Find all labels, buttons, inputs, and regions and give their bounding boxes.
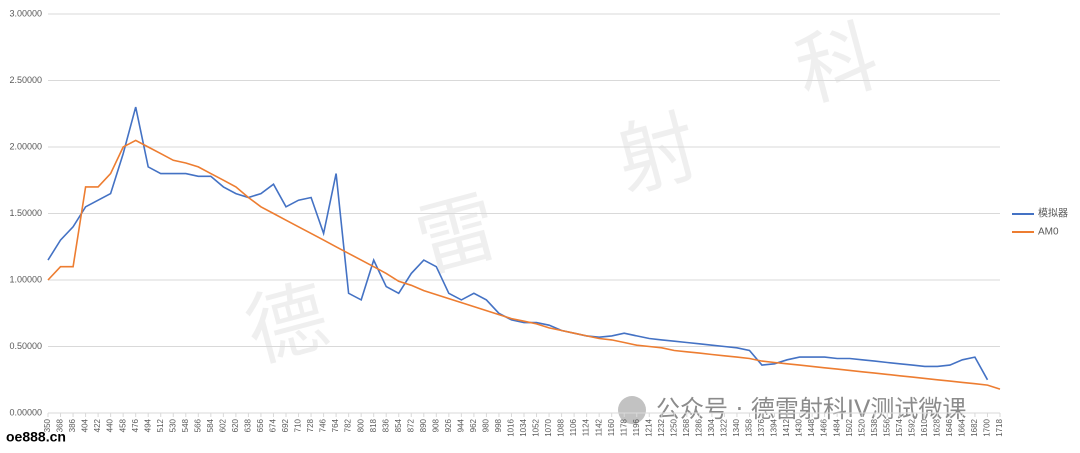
x-tick-label: 908: [431, 418, 440, 432]
x-tick-label: 1052: [532, 418, 541, 436]
y-tick-label: 2.50000: [9, 75, 42, 85]
x-tick-label: 1304: [707, 418, 716, 436]
y-tick-label: 0.00000: [9, 407, 42, 417]
x-tick-label: 404: [81, 418, 90, 432]
wechat-icon: [618, 396, 646, 424]
y-tick-label: 1.50000: [9, 208, 42, 218]
x-tick-label: 1196: [632, 418, 641, 436]
x-tick-label: 1034: [519, 418, 528, 436]
x-tick-label: 836: [381, 418, 390, 432]
y-tick-label: 2.00000: [9, 141, 42, 151]
x-tick-label: 800: [356, 418, 365, 432]
x-tick-label: 1340: [732, 418, 741, 436]
x-tick-label: 494: [143, 418, 152, 432]
x-tick-label: 980: [482, 418, 491, 432]
x-tick-label: 1214: [644, 418, 653, 436]
x-tick-label: 1160: [607, 418, 616, 436]
x-tick-label: 1484: [832, 418, 841, 436]
x-tick-label: 1592: [907, 418, 916, 436]
x-tick-label: 476: [131, 418, 140, 432]
x-tick-label: 440: [106, 418, 115, 432]
x-tick-label: 1106: [569, 418, 578, 436]
x-tick-label: 1322: [720, 418, 729, 436]
watermark-char: 德: [237, 269, 338, 380]
x-tick-label: 746: [319, 418, 328, 432]
y-tick-label: 0.50000: [9, 341, 42, 351]
series-line: [47, 139, 1001, 390]
x-tick-label: 1538: [870, 418, 879, 436]
x-tick-label: 422: [93, 418, 102, 432]
x-tick-label: 458: [118, 418, 127, 432]
x-tick-label: 620: [231, 418, 240, 432]
x-tick-label: 1412: [782, 418, 791, 436]
x-tick-label: 1250: [669, 418, 678, 436]
x-tick-label: 710: [294, 418, 303, 432]
x-tick-label: 386: [68, 418, 77, 432]
x-tick-label: 1088: [557, 418, 566, 436]
watermark-char: 雷: [407, 179, 508, 290]
x-tick-label: 1556: [882, 418, 891, 436]
x-tick-label: 1394: [770, 418, 779, 436]
legend-label: 模拟器: [1038, 207, 1068, 220]
x-tick-label: 656: [256, 418, 265, 432]
x-tick-label: 1232: [657, 418, 666, 436]
y-tick-label: 3.00000: [9, 8, 42, 18]
x-tick-label: 1700: [983, 418, 992, 436]
x-tick-label: 1520: [857, 418, 866, 436]
x-tick-label: 1142: [594, 418, 603, 436]
x-tick-label: 1376: [757, 418, 766, 436]
x-tick-label: 998: [494, 418, 503, 432]
x-tick-label: 1718: [995, 418, 1004, 436]
series-line: [47, 106, 989, 381]
x-tick-label: 872: [406, 418, 415, 432]
x-tick-label: 854: [394, 418, 403, 432]
x-tick-label: 548: [181, 418, 190, 432]
x-tick-label: 782: [344, 418, 353, 432]
x-tick-label: 350: [43, 418, 52, 432]
x-tick-label: 1610: [920, 418, 929, 436]
watermark-site: oe888.cn: [6, 429, 66, 445]
x-tick-label: 1682: [970, 418, 979, 436]
x-tick-label: 890: [419, 418, 428, 432]
x-tick-label: 1016: [507, 418, 516, 436]
x-tick-label: 1178: [619, 418, 628, 436]
x-tick-label: 818: [369, 418, 378, 432]
x-tick-label: 692: [281, 418, 290, 432]
x-tick-label: 1574: [895, 418, 904, 436]
x-tick-label: 962: [469, 418, 478, 432]
x-tick-label: 566: [193, 418, 202, 432]
x-tick-label: 602: [218, 418, 227, 432]
x-tick-label: 1664: [958, 418, 967, 436]
x-tick-label: 584: [206, 418, 215, 432]
x-tick-label: 1070: [544, 418, 553, 436]
x-tick-label: 1268: [682, 418, 691, 436]
x-tick-label: 1358: [745, 418, 754, 436]
x-tick-label: 368: [56, 418, 65, 432]
y-tick-label: 1.00000: [9, 274, 42, 284]
x-tick-label: 1286: [694, 418, 703, 436]
watermark-char: 科: [787, 9, 888, 120]
x-tick-label: 944: [456, 418, 465, 432]
x-tick-label: 1646: [945, 418, 954, 436]
x-tick-label: 1628: [932, 418, 941, 436]
x-tick-label: 1502: [845, 418, 854, 436]
x-tick-label: 926: [444, 418, 453, 432]
x-tick-label: 1466: [820, 418, 829, 436]
x-tick-label: 674: [269, 418, 278, 432]
x-tick-label: 1124: [582, 418, 591, 436]
x-tick-label: 512: [156, 418, 165, 432]
legend-label: AM0: [1038, 227, 1059, 238]
watermark-caption: 公众号 · 德雷射科IV测试微课: [656, 395, 966, 423]
x-tick-label: 764: [331, 418, 340, 432]
x-tick-label: 1448: [807, 418, 816, 436]
x-tick-label: 638: [244, 418, 253, 432]
x-tick-label: 728: [306, 418, 315, 432]
watermark-char: 射: [607, 99, 708, 210]
x-tick-label: 530: [168, 418, 177, 432]
x-tick-label: 1430: [795, 418, 804, 436]
